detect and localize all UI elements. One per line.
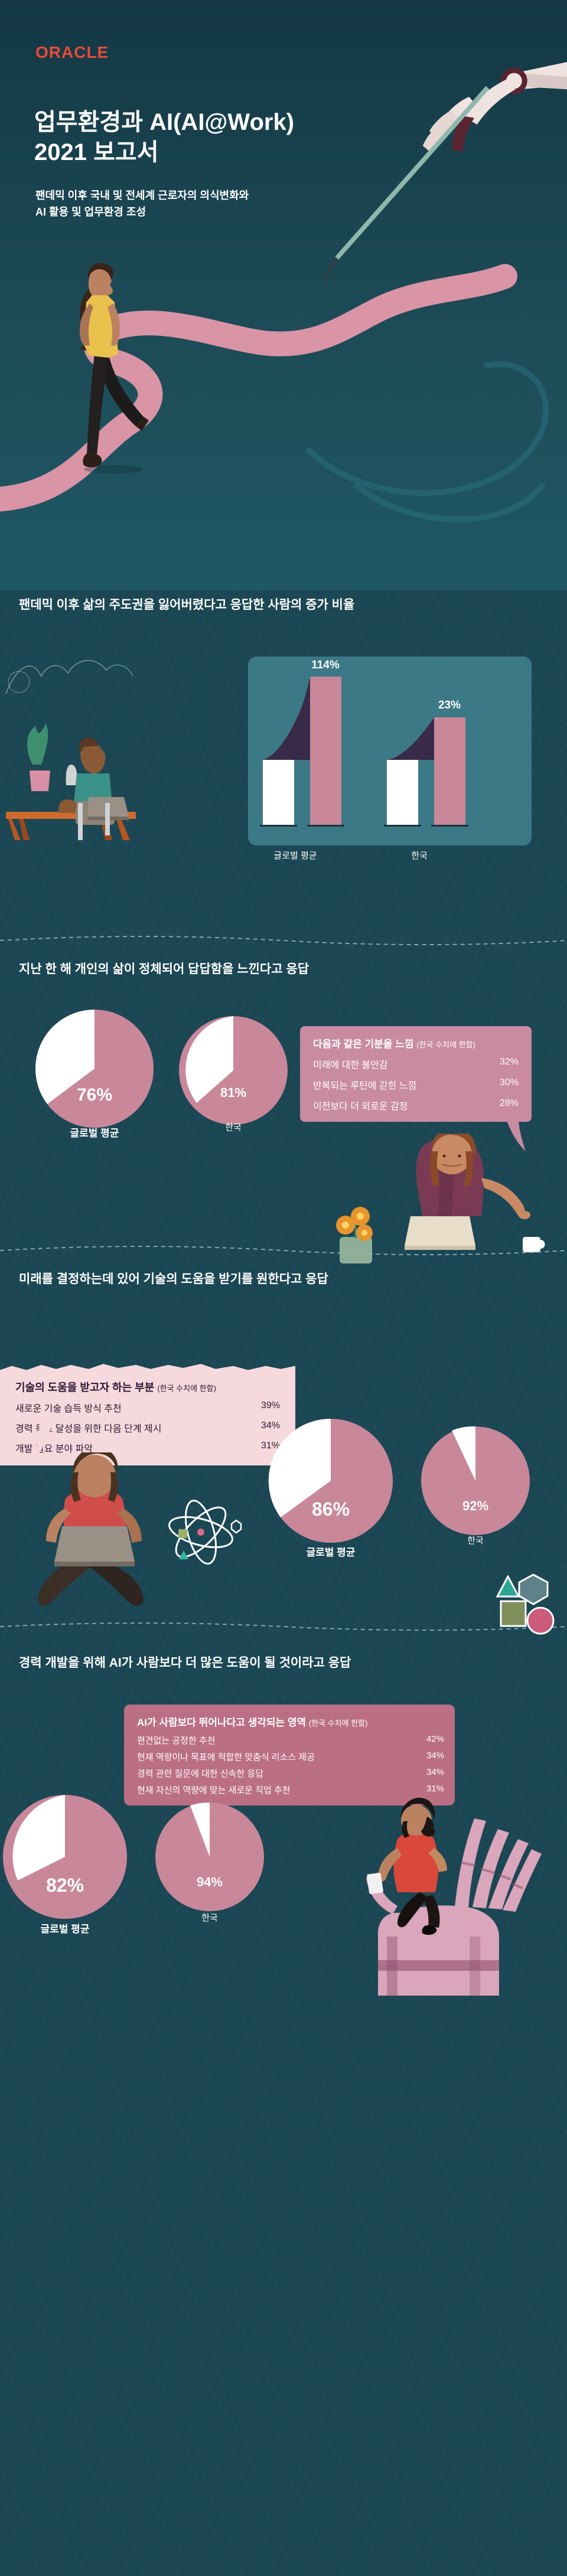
svg-text:114%: 114%: [311, 659, 340, 671]
svg-text:23%: 23%: [438, 699, 461, 711]
